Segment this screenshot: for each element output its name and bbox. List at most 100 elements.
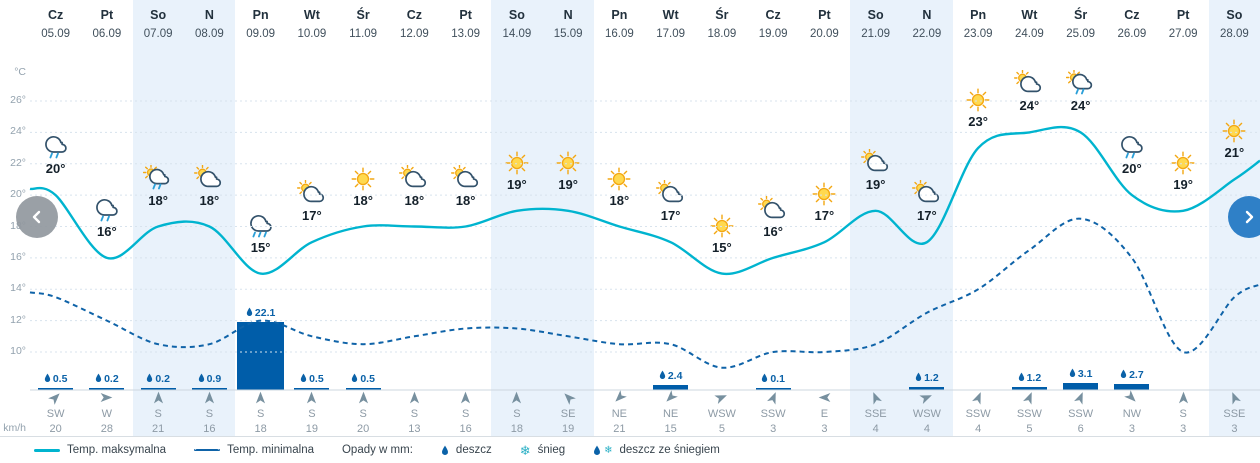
day-column-16.09[interactable]: Pn 16.09 18° NE 21 [594, 0, 645, 437]
day-date: 05.09 [41, 28, 71, 40]
max-temp-label: 19° [865, 176, 886, 192]
y-axis-tick: 24° [10, 125, 26, 138]
day-column-27.09[interactable]: Pt 27.09 19° S 3 [1158, 0, 1209, 437]
column-header: Pt 20.09 [799, 8, 850, 40]
day-column-22.09[interactable]: N 22.09 17° 1.2 WSW 4 [901, 0, 953, 437]
day-column-19.09[interactable]: Cz 19.09 16° 0.1 SSW 3 [748, 0, 799, 437]
legend-min-temp-label: Temp. minimalna [227, 444, 314, 456]
precip-bar [653, 385, 689, 390]
max-temp-label: 24° [1019, 98, 1040, 114]
column-header: Wt 10.09 [286, 8, 337, 40]
day-column-13.09[interactable]: Pt 13.09 18° S 16 [440, 0, 491, 437]
day-name: Wt [662, 8, 679, 22]
snowflake-icon: ❄ [519, 442, 531, 458]
max-temp-label: 24° [1070, 98, 1091, 114]
weather-icon-wrap [748, 195, 799, 224]
legend-rain-snow-label: deszcz ze śniegiem [619, 444, 720, 456]
weather-icon-wrap [1055, 69, 1106, 98]
day-date: 21.09 [861, 28, 891, 40]
column-header: Pn 16.09 [594, 8, 645, 40]
cloud-sun-icon [194, 164, 222, 187]
wind-info: NW 3 [1106, 390, 1157, 437]
max-temp-label: 19° [507, 176, 527, 192]
day-name: Pn [252, 8, 269, 22]
wind-speed-label: 21 [613, 423, 626, 435]
day-column-18.09[interactable]: Śr 18.09 15° WSW 5 [696, 0, 747, 437]
precip-amount: 3.1 [1077, 368, 1093, 380]
prev-period-button[interactable] [16, 196, 58, 238]
day-name: So [508, 8, 525, 22]
max-temp-label: 17° [660, 208, 681, 224]
wind-info: SSW 3 [748, 390, 799, 437]
day-column-17.09[interactable]: Wt 17.09 17° 2.4 NE 15 [645, 0, 696, 437]
wind-direction-arrow [696, 391, 747, 406]
weather-icon-wrap [953, 86, 1004, 114]
column-header: Wt 17.09 [645, 8, 696, 40]
day-column-20.09[interactable]: Pt 20.09 17° E 3 [799, 0, 850, 437]
max-temp-label: 19° [1173, 176, 1193, 192]
day-column-24.09[interactable]: Wt 24.09 24° 1.2 SSW 5 [1004, 0, 1055, 437]
wind-direction-arrow [1055, 391, 1106, 406]
day-column-23.09[interactable]: Pn 23.09 23° SSW 4 [953, 0, 1004, 437]
y-axis-tick: 22° [10, 156, 26, 169]
precip-amount: 1.2 [1026, 372, 1042, 384]
y-axis-tick: 14° [10, 282, 26, 295]
wind-speed-label: 28 [100, 423, 113, 435]
day-date: 17.09 [656, 28, 686, 40]
day-name: N [563, 8, 573, 22]
precip-bar [38, 388, 74, 390]
raindrop-icon [915, 372, 922, 382]
day-column-10.09[interactable]: Wt 10.09 17° 0.5 S 19 [286, 0, 337, 437]
column-header: Wt 24.09 [1004, 8, 1055, 40]
column-header: Śr 11.09 [338, 8, 389, 40]
cloud-sun-icon [1014, 69, 1042, 93]
max-temp-label: 18° [199, 192, 220, 208]
wind-info: SE 19 [543, 390, 594, 437]
y-axis-tick: 16° [10, 250, 26, 263]
day-date: 28.09 [1219, 28, 1249, 40]
day-column-07.09[interactable]: So 07.09 18° 0.2 S 21 [132, 0, 184, 437]
day-column-25.09[interactable]: Śr 25.09 24° 3.1 SSW 6 [1055, 0, 1106, 437]
raindrop-icon [1018, 372, 1024, 382]
legend-item-min-temp: Temp. minimalna [194, 444, 314, 456]
column-header: N 08.09 [184, 8, 235, 40]
max-temp-label: 20° [45, 161, 66, 177]
wind-direction-arrow [748, 391, 799, 406]
wind-direction-label: NE [662, 408, 679, 420]
precip-amount: 22.1 [254, 307, 276, 319]
precip-value: 1.2 [901, 372, 952, 384]
day-column-12.09[interactable]: Cz 12.09 18° S 13 [389, 0, 440, 437]
day-name: N [922, 8, 932, 22]
column-header: Śr 18.09 [696, 8, 747, 40]
max-temp-label: 18° [404, 192, 425, 208]
wind-direction-arrow [338, 391, 389, 406]
precip-amount: 0.2 [155, 373, 170, 385]
wind-info: NE 15 [645, 390, 696, 437]
precip-amount: 0.2 [104, 373, 119, 385]
day-column-14.09[interactable]: So 14.09 19° S 18 [491, 0, 543, 437]
day-column-06.09[interactable]: Pt 06.09 16° 0.2 W 28 [81, 0, 132, 437]
column-header: Pn 23.09 [953, 8, 1004, 40]
weather-icon-wrap [338, 165, 389, 193]
precip-value: 1.2 [1004, 372, 1055, 384]
day-name: Pn [970, 8, 987, 22]
day-date: 07.09 [143, 28, 173, 40]
day-column-15.09[interactable]: N 15.09 19° SE 19 [542, 0, 594, 437]
sun-icon [607, 167, 631, 190]
precip-bar [237, 322, 285, 390]
day-column-26.09[interactable]: Cz 26.09 20° 2.7 NW 3 [1106, 0, 1157, 437]
column-header: Pt 06.09 [81, 8, 132, 40]
raindrop-icon [300, 373, 307, 383]
day-column-11.09[interactable]: Śr 11.09 18° 0.5 S 20 [338, 0, 389, 437]
wind-speed-label: 4 [975, 423, 982, 435]
day-column-08.09[interactable]: N 08.09 18° 0.9 S 16 [183, 0, 235, 437]
day-column-21.09[interactable]: So 21.09 19° SSE 4 [850, 0, 902, 437]
wind-direction-arrow [594, 390, 645, 406]
raindrop-icon [1069, 368, 1075, 378]
weather-icon-wrap [850, 148, 901, 177]
day-column-09.09[interactable]: Pn 09.09 15° 22.1 S 18 [235, 0, 286, 437]
wind-direction-label: WSW [707, 408, 736, 420]
wind-direction-label: S [461, 408, 470, 420]
weather-icon-wrap [1004, 69, 1055, 98]
